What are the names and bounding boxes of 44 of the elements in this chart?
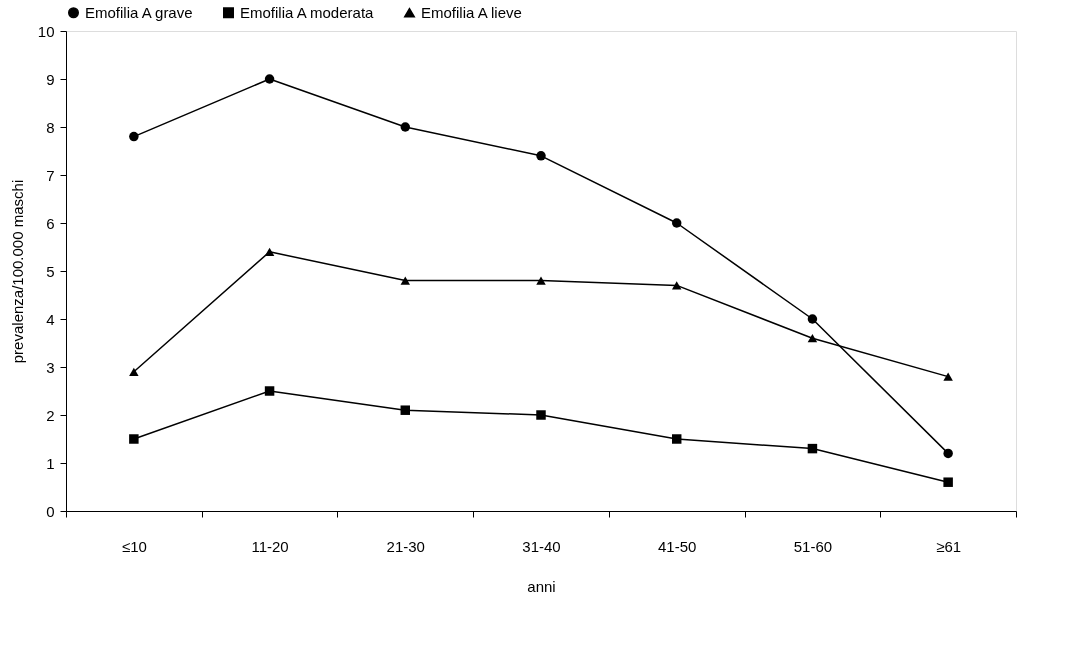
y-tick-label: 7	[46, 166, 55, 184]
x-tick-label: ≥61	[936, 537, 962, 555]
x-tick-label: ≤10	[121, 537, 147, 555]
point	[807, 443, 818, 454]
point	[129, 367, 139, 376]
legend-label: Emofilia A grave	[85, 3, 193, 21]
point	[264, 247, 275, 256]
point	[129, 434, 139, 444]
point	[536, 151, 546, 161]
x-tick-label: 41-50	[658, 537, 697, 555]
legend-label: Emofilia A lieve	[421, 3, 522, 21]
point	[671, 281, 682, 290]
point	[671, 434, 682, 444]
x-tick-label: 51-60	[793, 537, 833, 555]
point	[264, 74, 275, 84]
point	[943, 448, 953, 459]
x-axis-title: anni	[527, 577, 556, 595]
point	[536, 276, 546, 285]
y-tick-label: 5	[46, 262, 55, 280]
point	[129, 131, 139, 142]
point	[536, 410, 546, 420]
point	[400, 405, 411, 415]
y-tick-label: 6	[46, 214, 55, 232]
y-tick-label: 1	[46, 454, 55, 472]
point	[400, 276, 411, 285]
y-tick-label: 8	[46, 118, 55, 136]
x-tick-label: 11-20	[251, 537, 289, 555]
point	[807, 314, 818, 324]
point	[400, 122, 411, 132]
x-tick-label: 31-40	[522, 537, 561, 555]
y-tick-label: 0	[46, 502, 55, 520]
y-tick-label: 2	[46, 406, 55, 424]
y-tick-label: 9	[46, 70, 55, 88]
y-tick-label: 4	[46, 310, 55, 328]
point	[807, 334, 818, 343]
legend-label: Emofilia A moderata	[240, 3, 375, 21]
y-axis-title: prevalenza/100.000 maschi	[8, 179, 26, 364]
y-tick-label: 3	[46, 358, 55, 376]
x-tick-label: 21-30	[386, 537, 425, 555]
y-tick-label: 10	[37, 22, 55, 40]
point	[943, 477, 953, 487]
point	[671, 218, 682, 228]
point	[264, 386, 275, 396]
point	[943, 372, 953, 381]
